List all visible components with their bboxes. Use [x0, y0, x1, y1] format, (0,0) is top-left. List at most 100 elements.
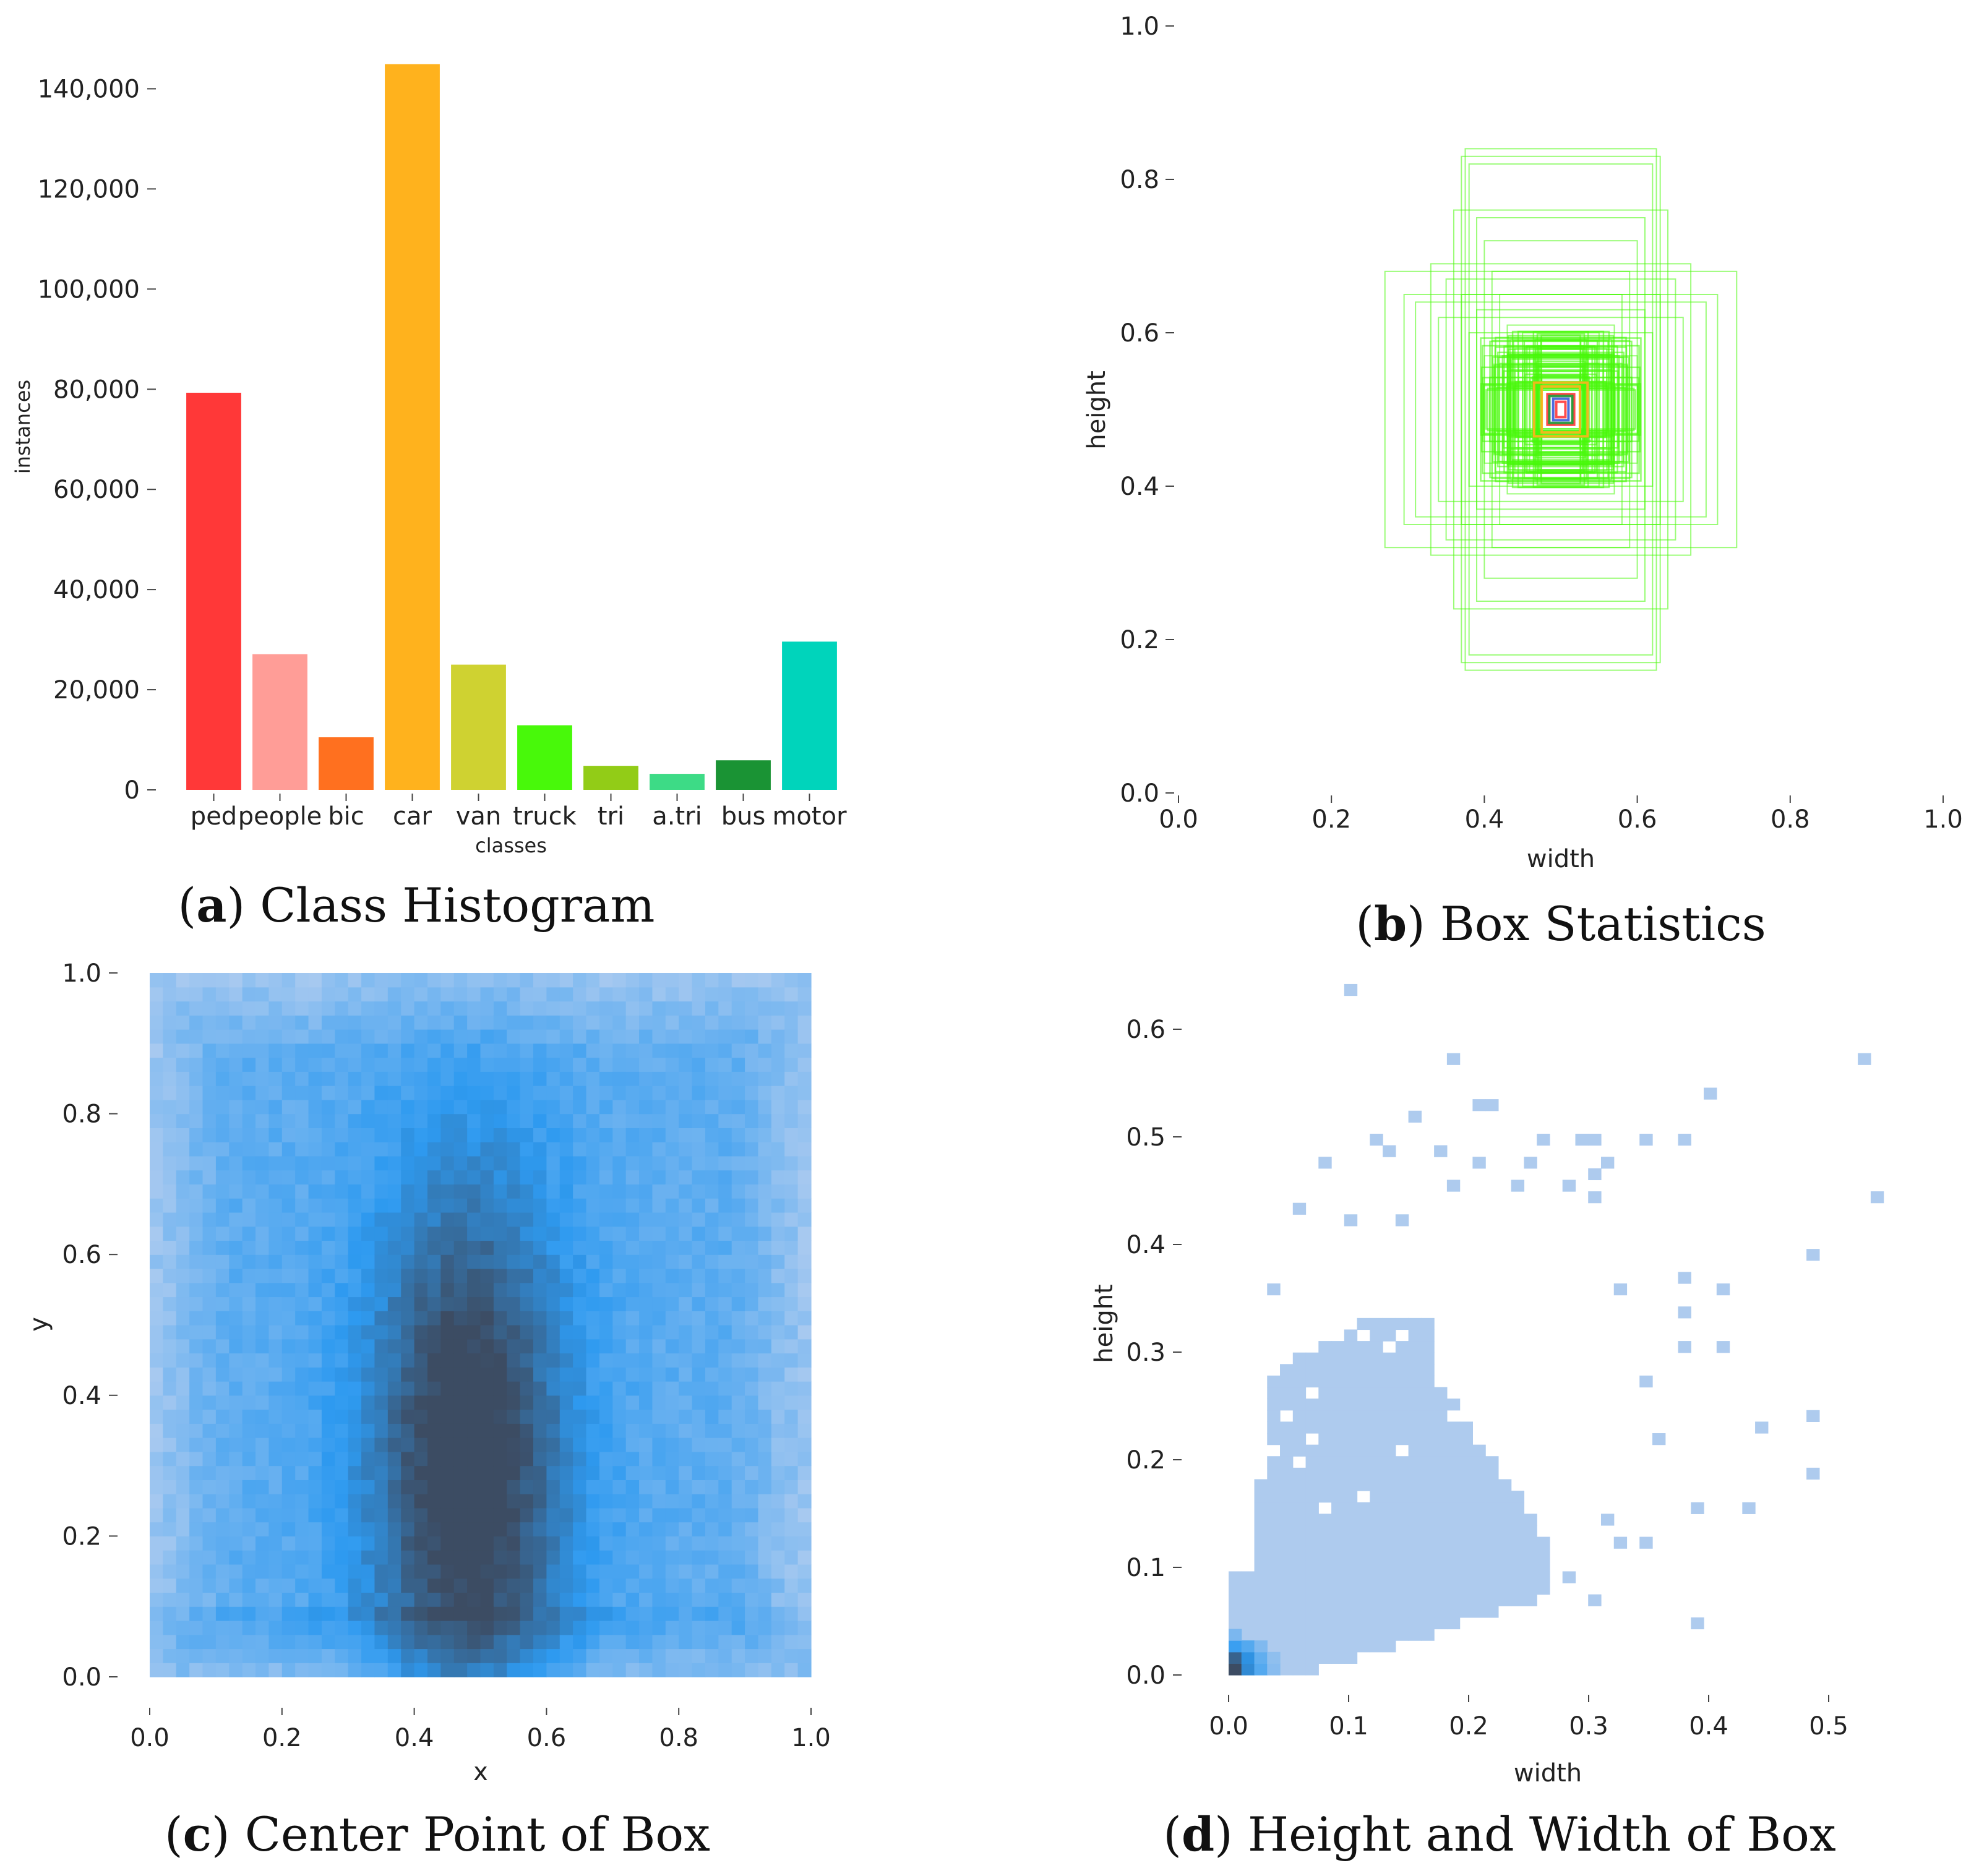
c-cell	[705, 1086, 719, 1100]
c-cell	[335, 1113, 349, 1128]
c-cell	[652, 1536, 666, 1551]
c-cell	[176, 973, 190, 988]
c-cell	[414, 1282, 428, 1298]
c-cell	[453, 987, 468, 1002]
c-cell	[665, 1494, 679, 1509]
d-cell	[1280, 1467, 1294, 1480]
c-cell	[731, 1338, 745, 1354]
c-cell	[453, 1001, 468, 1016]
c-cell	[268, 1648, 283, 1663]
c-cell	[573, 1423, 587, 1438]
c-cell	[467, 1113, 481, 1128]
c-cell	[374, 1494, 389, 1509]
d-cell	[1280, 1571, 1294, 1583]
c-cell	[679, 1226, 693, 1241]
c-cell	[507, 1240, 521, 1255]
c-cell	[797, 1381, 812, 1396]
c-cell	[255, 1663, 270, 1677]
c-cell	[453, 1226, 468, 1241]
c-cell	[559, 1338, 573, 1354]
c-cell	[507, 1086, 521, 1100]
c-cell	[255, 1142, 270, 1157]
c-cell	[586, 1155, 600, 1171]
c-cell	[215, 1606, 230, 1621]
c-cell	[665, 1296, 679, 1311]
c-cell	[507, 1437, 521, 1452]
c-cell	[387, 1480, 401, 1494]
c-cell	[480, 1001, 494, 1016]
c-cell	[731, 1212, 745, 1227]
c-cell	[639, 1325, 653, 1340]
c-cell	[163, 1648, 177, 1663]
c-cell	[467, 1409, 481, 1424]
c-cell	[679, 1592, 693, 1607]
c-cell	[797, 1353, 812, 1368]
c-cell	[414, 1113, 428, 1128]
d-cell	[1292, 1525, 1307, 1538]
c-cell	[559, 1592, 573, 1607]
b-box	[1480, 383, 1642, 436]
d-cell	[1318, 1341, 1332, 1353]
d-cell	[1678, 1272, 1691, 1284]
c-cell	[295, 1113, 309, 1128]
c-cell	[758, 1311, 772, 1326]
c-cell	[493, 1522, 507, 1536]
c-cell	[639, 1367, 653, 1382]
d-cell	[1459, 1479, 1474, 1491]
c-cell	[493, 1001, 507, 1016]
c-cell	[559, 1648, 573, 1663]
d-cell	[1254, 1559, 1268, 1572]
c-cell	[745, 1353, 759, 1368]
c-cell	[533, 1592, 547, 1607]
d-cell	[1292, 1606, 1307, 1618]
c-cell	[718, 1536, 732, 1551]
d-cell	[1421, 1433, 1435, 1446]
c-cell	[745, 1494, 759, 1509]
c-cell	[639, 1494, 653, 1509]
c-cell	[771, 1663, 785, 1677]
c-cell	[374, 1282, 389, 1298]
c-cell	[281, 1043, 296, 1058]
c-cell	[150, 1648, 163, 1663]
c-cell	[229, 1648, 243, 1663]
c-cell	[189, 1240, 204, 1255]
c-cell	[625, 1507, 640, 1523]
c-cell	[652, 1212, 666, 1227]
c-cell	[215, 1465, 230, 1480]
c-cell	[586, 1564, 600, 1579]
c-cell	[401, 1564, 415, 1579]
d-cell	[1357, 1629, 1370, 1641]
c-cell	[467, 1086, 481, 1100]
c-cell	[281, 1451, 296, 1467]
c-cell	[268, 1634, 283, 1650]
c-cell	[493, 973, 507, 988]
c-cell	[745, 1536, 759, 1551]
d-cell	[1383, 1317, 1396, 1330]
c-cell	[520, 1212, 534, 1227]
d-cell	[1459, 1606, 1474, 1618]
c-cell	[599, 1071, 613, 1086]
c-cell	[401, 1550, 415, 1565]
c-cell	[150, 1268, 163, 1283]
c-cell	[718, 1240, 732, 1255]
c-cell	[467, 1465, 481, 1480]
c-cell	[639, 1606, 653, 1621]
d-cell	[1280, 1456, 1294, 1468]
c-cell	[745, 1550, 759, 1565]
d-cell	[1331, 1444, 1345, 1457]
c-cell	[797, 1268, 812, 1283]
c-cell	[268, 1057, 283, 1072]
c-cell	[679, 1494, 693, 1509]
c-cell	[480, 1099, 494, 1115]
c-cell	[573, 1296, 587, 1311]
c-cell	[705, 1353, 719, 1368]
c-cell	[361, 1240, 376, 1255]
c-cell	[453, 1240, 468, 1255]
c-cell	[797, 1634, 812, 1650]
c-cell	[321, 1086, 335, 1100]
c-cell	[520, 1282, 534, 1298]
d-cell	[1421, 1421, 1435, 1434]
c-cell	[321, 1494, 335, 1509]
d-cell	[1357, 1479, 1370, 1491]
c-cell	[679, 1155, 693, 1171]
